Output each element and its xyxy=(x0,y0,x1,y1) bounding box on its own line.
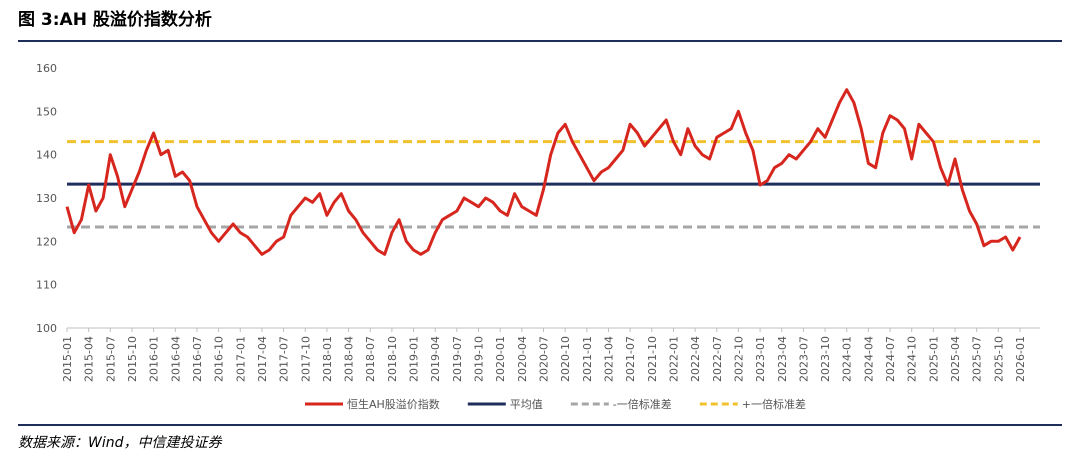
x-tick-label: 2022-10 xyxy=(732,336,745,382)
y-tick-label: 160 xyxy=(36,62,57,75)
x-tick-label: 2025-07 xyxy=(971,336,984,382)
x-tick-label: 2024-07 xyxy=(884,336,897,382)
x-tick-label: 2018-10 xyxy=(386,336,399,382)
x-tick-label: 2023-10 xyxy=(819,336,832,382)
x-tick-label: 2023-01 xyxy=(754,336,767,382)
x-tick-label: 2022-04 xyxy=(689,336,702,382)
x-tick-label: 2015-01 xyxy=(61,336,74,382)
x-tick-label: 2017-07 xyxy=(278,336,291,382)
y-tick-label: 150 xyxy=(36,105,57,118)
x-tick-label: 2020-10 xyxy=(559,336,572,382)
chart-title: 图 3:AH 股溢价指数分析 xyxy=(18,9,212,30)
x-tick-label: 2017-10 xyxy=(299,336,312,382)
x-tick-label: 2020-01 xyxy=(494,336,507,382)
x-tick-label: 2024-04 xyxy=(862,336,875,382)
x-tick-label: 2018-04 xyxy=(343,336,356,382)
x-tick-label: 2017-04 xyxy=(256,336,269,382)
x-tick-label: 2018-01 xyxy=(321,336,334,382)
y-tick-label: 140 xyxy=(36,149,57,162)
x-tick-label: 2025-01 xyxy=(927,336,940,382)
x-tick-label: 2022-07 xyxy=(711,336,724,382)
x-tick-label: 2017-01 xyxy=(234,336,247,382)
x-tick-label: 2025-10 xyxy=(992,336,1005,382)
x-tick-label: 2022-01 xyxy=(667,336,680,382)
x-tick-label: 2015-04 xyxy=(83,336,96,382)
line-series xyxy=(65,88,1022,256)
x-tick-label: 2024-10 xyxy=(906,336,919,382)
x-tick-label: 2019-04 xyxy=(429,336,442,382)
x-tick-label: 2016-04 xyxy=(169,336,182,382)
x-tick-label: 2020-04 xyxy=(516,336,529,382)
x-tick-label: 2023-07 xyxy=(797,336,810,382)
x-tick-label: 2021-07 xyxy=(624,336,637,382)
x-tick-label: 2016-01 xyxy=(148,336,161,382)
x-tick-label: 2026-01 xyxy=(1014,336,1027,382)
x-tick-label: 2021-01 xyxy=(581,336,594,382)
x-tick-label: 2015-10 xyxy=(126,336,139,382)
x-tick-label: 2021-04 xyxy=(602,336,615,382)
x-tick-label: 2018-07 xyxy=(364,336,377,382)
legend-label: 恒生AH股溢价指数 xyxy=(347,397,440,411)
y-tick-label: 130 xyxy=(36,192,57,205)
y-tick-label: 120 xyxy=(36,235,57,248)
x-tick-label: 2016-07 xyxy=(191,336,204,382)
legend-label: -一倍标准差 xyxy=(613,397,672,411)
x-tick-label: 2016-10 xyxy=(213,336,226,382)
x-tick-label: 2019-10 xyxy=(473,336,486,382)
legend-label: 平均值 xyxy=(510,398,543,411)
y-tick-label: 110 xyxy=(36,279,57,292)
x-tick-label: 2024-01 xyxy=(841,336,854,382)
x-tick-label: 2021-10 xyxy=(646,336,659,382)
source: 数据来源：Wind，中信建投证券 xyxy=(18,435,222,451)
y-tick-label: 100 xyxy=(36,322,57,335)
x-tick-label: 2020-07 xyxy=(538,336,551,382)
x-tick-label: 2015-07 xyxy=(104,336,117,382)
legend-label: +一倍标准差 xyxy=(742,397,806,411)
x-tick-label: 2019-01 xyxy=(408,336,421,382)
x-tick-label: 2023-04 xyxy=(776,336,789,382)
x-tick-label: 2025-04 xyxy=(949,336,962,382)
x-tick-label: 2019-07 xyxy=(451,336,464,382)
